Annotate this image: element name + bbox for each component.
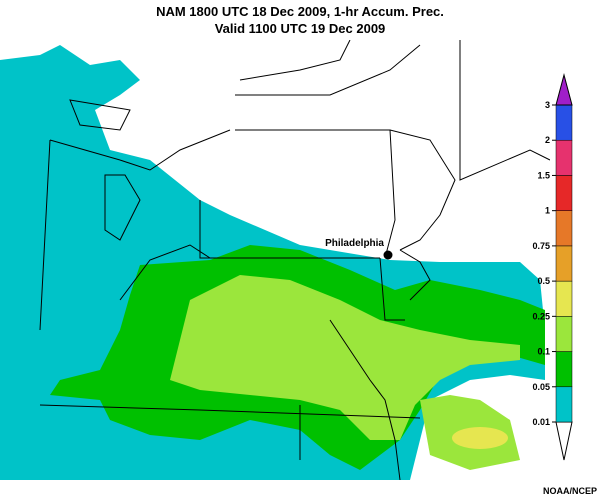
map: Philadelphia	[0, 39, 551, 481]
lake	[69, 99, 141, 241]
colorbar-label: 0.5	[537, 276, 550, 286]
city-marker	[383, 250, 393, 260]
colorbar-label: 2	[545, 135, 550, 145]
colorbar-label: 3	[545, 100, 550, 110]
colorbar-segment	[555, 386, 573, 423]
credit: NOAA/NCEP	[543, 486, 597, 496]
colorbar-label: 0.25	[532, 311, 550, 321]
colorbar-label: 0.05	[532, 382, 550, 392]
colorbar-segment	[555, 210, 573, 247]
colorbar-segment	[555, 316, 573, 352]
colorbar-segment	[555, 139, 573, 176]
precip-light	[0, 70, 60, 260]
subtitle: Valid 1100 UTC 19 Dec 2009	[215, 21, 386, 36]
coastline	[119, 39, 551, 481]
colorbar-label: 0.1	[537, 347, 550, 357]
colorbar-label: 1.5	[537, 170, 550, 180]
title-band	[0, 0, 600, 40]
title: NAM 1800 UTC 18 Dec 2009, 1-hr Accum. Pr…	[156, 4, 444, 19]
colorbar-label: 0.01	[532, 417, 550, 427]
colorbar-segment	[555, 280, 573, 317]
city-label: Philadelphia	[325, 238, 384, 249]
colorbar-segment	[555, 351, 573, 388]
colorbar-label: 1	[545, 206, 550, 216]
precip-heavy	[170, 275, 520, 440]
state-border	[39, 129, 421, 460]
colorbar-segment	[555, 104, 573, 141]
colorbar-segment	[555, 245, 573, 282]
precip-max	[452, 427, 508, 449]
colorbar-segment	[555, 175, 573, 211]
colorbar-label: 0.75	[532, 241, 550, 251]
colorbar-above	[555, 73, 573, 106]
colorbar: 0.01 0.05 0.1 0.25 0.5 0.75 1 1.5 2 3	[532, 73, 573, 461]
